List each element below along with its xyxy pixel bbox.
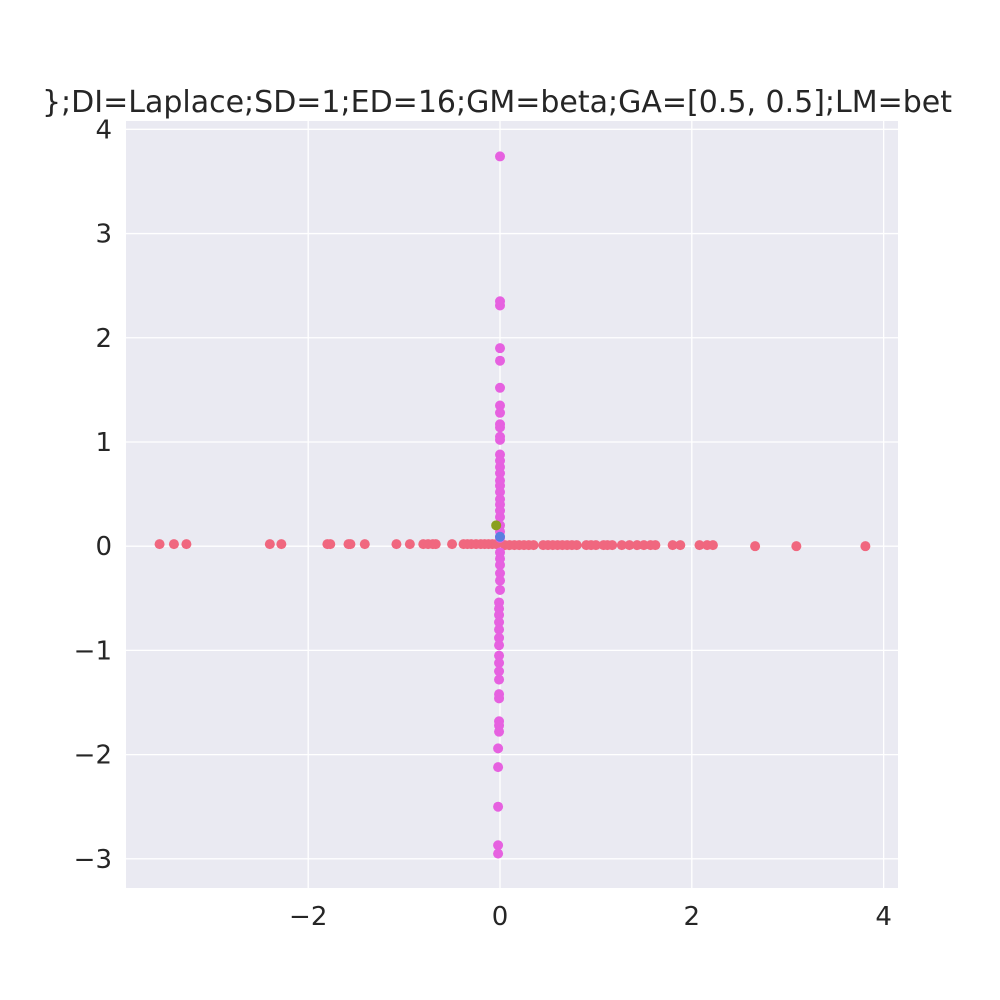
data-point — [325, 539, 336, 550]
data-point — [494, 617, 505, 628]
data-point — [707, 540, 718, 551]
data-point — [391, 539, 402, 550]
data-point — [495, 568, 506, 579]
data-point — [495, 434, 506, 445]
data-point — [404, 539, 415, 550]
data-point — [650, 540, 661, 551]
data-point — [607, 540, 618, 551]
y-tick-label: 2 — [95, 324, 112, 354]
data-point — [494, 726, 505, 737]
data-point — [359, 539, 370, 550]
chart-title: };DI=Laplace;SD=1;ED=16;GM=beta;GA=[0.5,… — [42, 85, 952, 120]
data-point — [495, 512, 506, 523]
data-point — [154, 539, 165, 550]
data-point — [345, 539, 356, 550]
data-point — [447, 539, 458, 550]
data-point — [694, 540, 705, 551]
data-point — [495, 422, 506, 433]
data-point — [493, 762, 504, 773]
x-axis-ticks: −2 0 2 4 — [289, 902, 892, 932]
plot-background — [126, 121, 898, 888]
data-point — [495, 559, 506, 570]
data-point — [616, 540, 627, 551]
data-point — [860, 541, 871, 552]
y-tick-label: 3 — [95, 220, 112, 250]
x-tick-label: 4 — [875, 902, 892, 932]
data-point — [494, 640, 505, 651]
data-point — [181, 539, 192, 550]
data-points — [154, 151, 871, 859]
data-point — [494, 632, 505, 643]
data-point — [168, 539, 179, 550]
data-point — [495, 343, 506, 354]
data-point — [495, 382, 506, 393]
data-point — [494, 609, 505, 620]
data-point — [791, 541, 802, 552]
data-point — [571, 540, 582, 551]
data-point — [264, 539, 275, 550]
data-point — [624, 540, 635, 551]
data-point — [495, 355, 506, 366]
data-point — [667, 540, 678, 551]
data-point — [494, 666, 505, 677]
data-point — [494, 674, 505, 685]
data-point — [493, 840, 504, 851]
y-tick-label: −3 — [74, 845, 112, 875]
y-tick-label: 0 — [95, 532, 112, 562]
data-point — [430, 539, 441, 550]
data-point — [493, 848, 504, 859]
y-tick-label: −2 — [74, 741, 112, 771]
data-point — [495, 151, 506, 162]
data-point — [493, 743, 504, 754]
y-tick-label: 4 — [95, 115, 112, 145]
data-point — [493, 801, 504, 812]
y-tick-label: 1 — [95, 428, 112, 458]
data-point — [495, 486, 506, 497]
data-point — [494, 650, 505, 661]
data-point — [495, 400, 506, 411]
data-point — [495, 468, 506, 479]
data-point — [495, 531, 506, 542]
data-point — [495, 575, 506, 586]
data-point — [276, 539, 287, 550]
plot-area — [126, 121, 898, 888]
data-point — [495, 300, 506, 311]
data-point — [528, 540, 539, 551]
data-point — [491, 520, 502, 531]
data-point — [675, 540, 686, 551]
x-tick-label: −2 — [289, 902, 327, 932]
data-point — [494, 624, 505, 635]
data-point — [494, 693, 505, 704]
data-point — [750, 541, 761, 552]
grid-lines — [126, 121, 898, 888]
y-axis-ticks: −3 −2 −1 0 1 2 3 4 — [74, 115, 112, 874]
data-point — [495, 407, 506, 418]
y-tick-label: −1 — [74, 636, 112, 666]
data-point — [494, 657, 505, 668]
x-tick-label: 2 — [684, 902, 701, 932]
x-tick-label: 0 — [492, 902, 509, 932]
data-point — [495, 584, 506, 595]
data-point — [590, 540, 601, 551]
